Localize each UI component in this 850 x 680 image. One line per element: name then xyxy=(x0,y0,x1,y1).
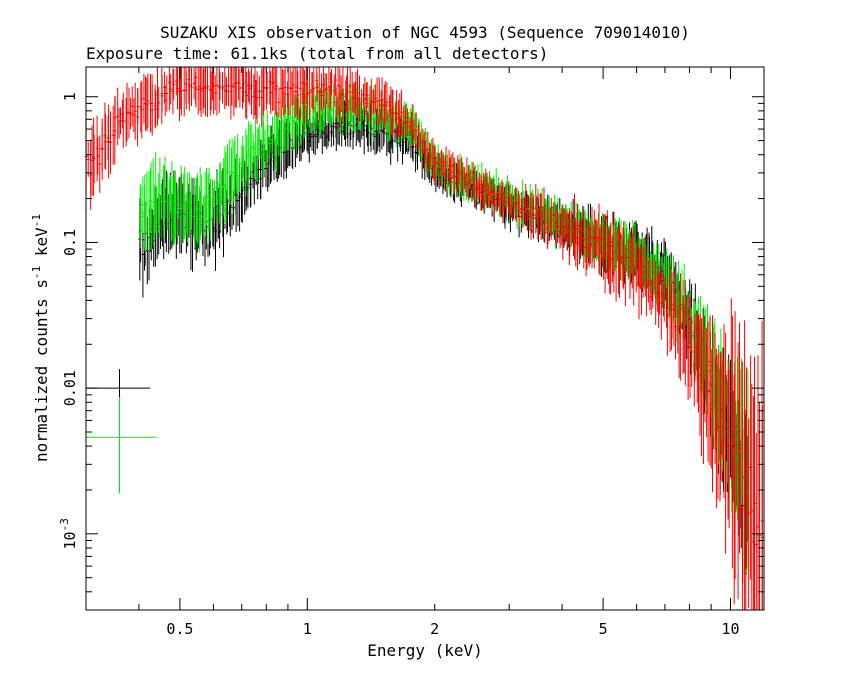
x-tick-label: 0.5 xyxy=(166,620,193,638)
x-tick-label: 5 xyxy=(599,620,608,638)
chart-title: SUZAKU XIS observation of NGC 4593 (Sequ… xyxy=(160,23,690,42)
x-tick-label: 2 xyxy=(430,620,439,638)
x-axis-label: Energy (keV) xyxy=(367,641,483,660)
series-points xyxy=(84,67,764,610)
y-tick-label: 0.01 xyxy=(61,370,79,406)
plot-frame xyxy=(85,66,765,611)
y-tick-label: 1 xyxy=(61,92,79,101)
data-layer xyxy=(84,67,764,610)
y-axis-label: normalized counts s-1 keV-1 xyxy=(30,214,51,462)
x-tick-label: 1 xyxy=(303,620,312,638)
error-bar-marker xyxy=(86,396,157,494)
series-points xyxy=(138,78,750,575)
y-tick-label: 0.1 xyxy=(61,229,79,256)
axis-ticks: 0.5 1 2 5 10 1 0.1 0.01 10-3 xyxy=(58,67,764,638)
y-tick-label: 10-3 xyxy=(58,518,79,549)
y-axis-label-text: normalized counts s-1 keV-1 xyxy=(30,214,51,462)
x-tick-label: 10 xyxy=(721,620,739,638)
chart-subtitle: Exposure time: 61.1ks (total from all de… xyxy=(86,44,548,63)
